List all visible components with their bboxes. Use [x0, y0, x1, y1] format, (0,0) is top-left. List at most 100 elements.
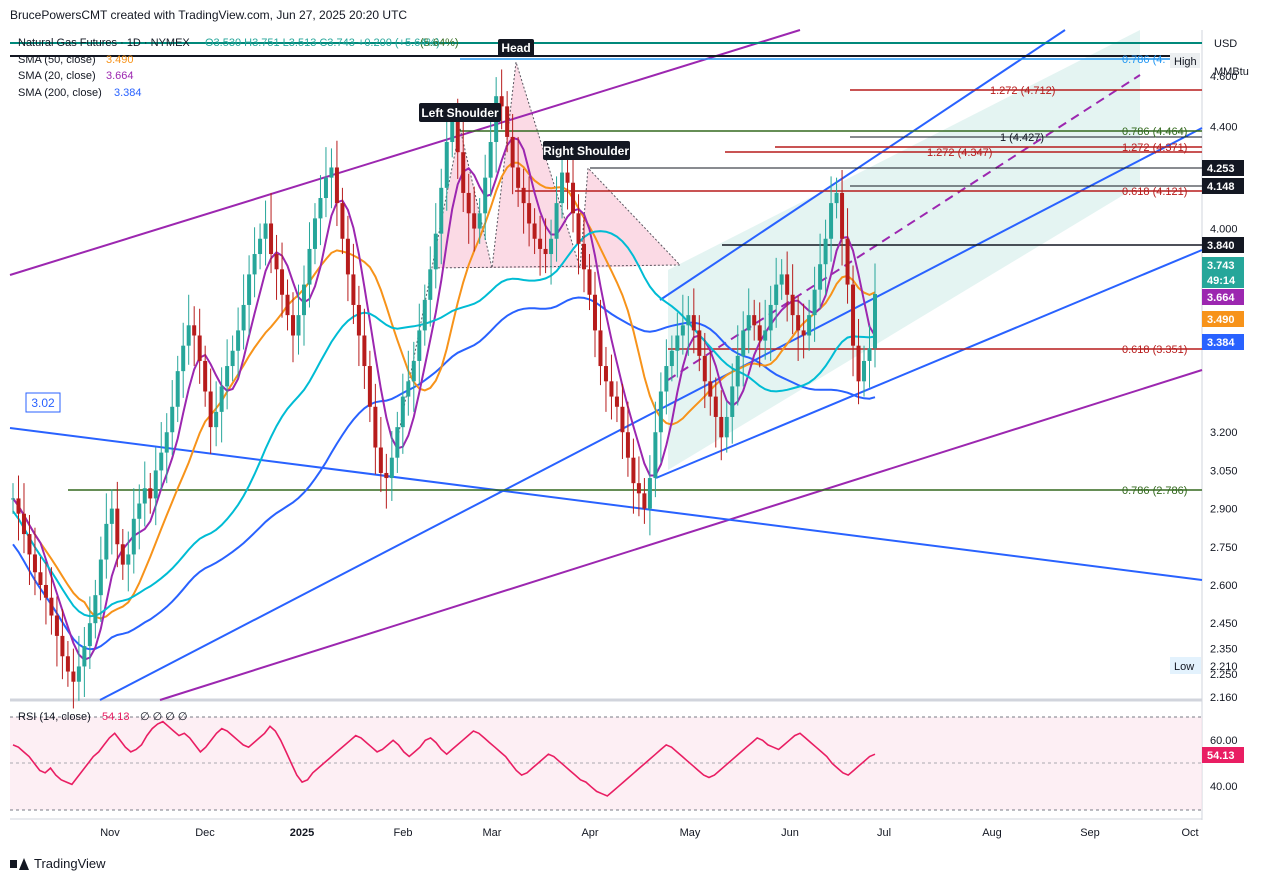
candle: [43, 562, 48, 625]
candle: [521, 168, 526, 234]
candle: [439, 168, 444, 265]
candle: [219, 367, 224, 443]
purple-lower-channel: [159, 369, 1203, 701]
candle: [428, 246, 433, 327]
candle: [461, 121, 466, 213]
candle: [708, 350, 713, 416]
candle: [686, 296, 691, 356]
candle: [845, 208, 850, 304]
candle: [818, 233, 823, 309]
candle: [543, 218, 548, 274]
candle: [197, 308, 202, 384]
candle: [274, 234, 279, 300]
candle: [115, 481, 120, 568]
fib-label-0618-a: 0.618 (4.121): [1122, 186, 1187, 198]
candle: [505, 91, 510, 153]
candle: [367, 350, 372, 423]
chart-credit: BrucePowersCMT created with TradingView.…: [10, 8, 408, 22]
right-shoulder-label: Right Shoulder: [543, 141, 630, 160]
candle: [417, 303, 422, 384]
price-tick-label: 2.450: [1210, 618, 1238, 630]
axis-unit[interactable]: MMBtu: [1214, 66, 1249, 78]
rsi-label[interactable]: RSI (14, close): [18, 711, 91, 723]
price-badge-b3384: 3.384: [1202, 334, 1244, 350]
candle: [411, 341, 416, 412]
price-tick-label: 2.250: [1210, 669, 1238, 681]
candlestick-series[interactable]: [11, 69, 877, 709]
candle: [175, 355, 180, 423]
candle: [307, 222, 312, 308]
candle: [768, 285, 773, 361]
candle: [203, 345, 208, 407]
axis-currency[interactable]: USD: [1214, 38, 1237, 50]
candle: [11, 483, 15, 514]
candle: [719, 390, 724, 461]
candle: [120, 528, 125, 580]
candle: [345, 215, 350, 302]
candle: [510, 114, 515, 195]
candle: [71, 648, 76, 709]
left-shoulder-label: Left Shoulder: [419, 103, 501, 122]
candle: [713, 377, 718, 448]
candle: [378, 416, 383, 493]
candle: [137, 484, 142, 550]
candle: [93, 579, 98, 639]
legend-sma50-label[interactable]: SMA (50, close): [18, 54, 96, 66]
candle: [422, 284, 427, 346]
candle: [587, 254, 592, 311]
candle: [351, 243, 356, 325]
rsi-tick-60: 60.00: [1210, 735, 1238, 747]
price-axis[interactable]: USD MMBtu 4.600 4.400 4.000 3.200 3.050 2.900…: [1170, 38, 1249, 704]
legend-sma200-label[interactable]: SMA (200, close): [18, 87, 102, 99]
candle: [98, 536, 103, 622]
candle: [867, 325, 872, 388]
svg-text:3.664: 3.664: [1207, 292, 1235, 304]
candle: [862, 345, 867, 397]
fib-label-0786-top: 0.786 (4.: [1122, 54, 1165, 66]
candle: [730, 363, 735, 444]
svg-text:3.384: 3.384: [1207, 337, 1235, 349]
legend-ohlc: O3.530 H3.751 L3.513 C3.743 +0.200 (+5.6…: [205, 37, 440, 49]
time-axis-label: Aug: [982, 827, 1002, 839]
candle: [384, 453, 389, 509]
candle: [488, 111, 493, 197]
svg-text:4.148: 4.148: [1207, 181, 1235, 193]
candle: [532, 208, 537, 255]
legend[interactable]: Natural Gas Futures · 1D · NYMEX O3.530 …: [18, 37, 440, 99]
fib-label-0786-b: 0.786 (4.464): [1122, 126, 1187, 138]
candle: [642, 478, 647, 524]
time-axis[interactable]: Nov Dec 2025 Feb Mar Apr May Jun Jul Aug Sep Oct: [100, 827, 1198, 839]
candle: [263, 200, 268, 266]
candle: [252, 227, 257, 298]
price-tick-label: 2.900: [1210, 504, 1238, 516]
legend-sma20-label[interactable]: SMA (20, close): [18, 70, 96, 82]
candle: [620, 383, 625, 459]
candle: [38, 556, 43, 601]
head-label: Head: [498, 39, 534, 57]
candle: [301, 265, 306, 346]
purple-dashed-median: [667, 74, 1141, 381]
candle: [225, 339, 230, 410]
candle: [21, 483, 26, 554]
time-axis-label: Dec: [195, 827, 215, 839]
fib-label-1272-b: 1.272 (4.347): [927, 147, 992, 159]
legend-symbol[interactable]: Natural Gas Futures · 1D · NYMEX: [18, 37, 190, 49]
candle: [214, 381, 219, 447]
candle: [142, 461, 147, 527]
candle: [735, 325, 740, 406]
price-tick-label: 4.000: [1210, 224, 1238, 236]
candle: [549, 219, 554, 285]
fib-label-1: 1 (4.427): [1000, 132, 1044, 144]
svg-text:Head: Head: [501, 41, 530, 55]
candle: [159, 422, 164, 490]
candle: [65, 640, 70, 687]
rsi-extras: ∅ ∅ ∅ ∅: [140, 711, 188, 723]
candle: [785, 251, 790, 322]
fib-label-0618-b: 0.618 (3.351): [1122, 344, 1187, 356]
candle: [280, 242, 285, 318]
candle: [483, 154, 488, 241]
candle: [840, 170, 845, 266]
candle: [614, 381, 619, 423]
candle: [477, 198, 482, 244]
